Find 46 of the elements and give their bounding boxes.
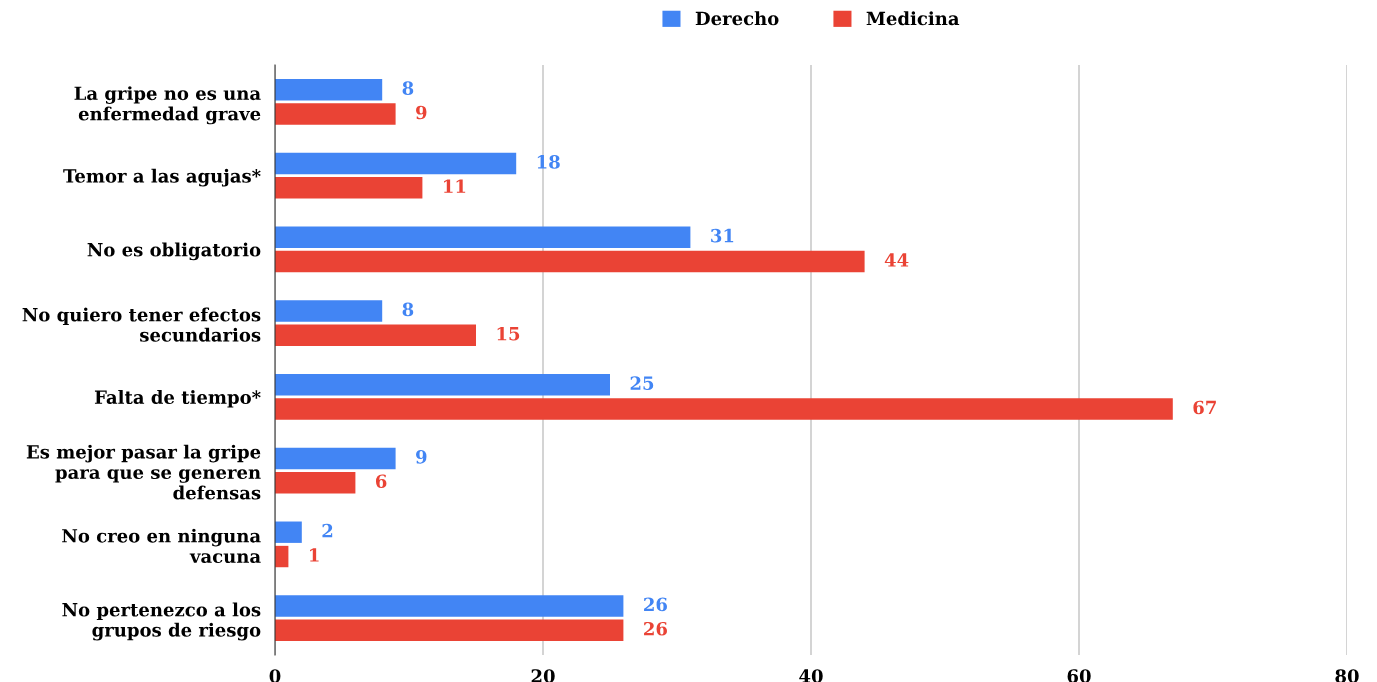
bar — [275, 324, 476, 346]
data-label: 26 — [644, 621, 667, 636]
bar — [275, 595, 624, 617]
data-label: 31 — [711, 228, 734, 243]
bar — [275, 226, 691, 248]
data-label: 2 — [322, 523, 333, 538]
bar — [275, 447, 396, 470]
y-tick-label: No pertenezco a los grupos de riesgo — [62, 602, 261, 641]
data-label: 11 — [444, 179, 466, 193]
y-tick-label: No creo en ninguna vacuna — [62, 528, 261, 564]
data-label: 9 — [416, 450, 427, 464]
x-tick-label: 80 — [1335, 669, 1359, 682]
bar — [275, 250, 865, 273]
data-label: 15 — [497, 326, 520, 341]
y-tick-label: Temor a las agujas* — [63, 168, 261, 187]
legend-label: Medicina — [866, 11, 960, 26]
bar — [275, 103, 396, 125]
data-label: 1 — [310, 548, 319, 562]
bar — [275, 300, 383, 322]
x-tick-label: 60 — [1067, 669, 1091, 682]
data-label: 25 — [630, 376, 654, 390]
legend-label: Derecho — [695, 11, 779, 26]
data-label: 9 — [416, 105, 427, 120]
data-label: 44 — [884, 253, 909, 267]
data-label: 6 — [375, 474, 387, 489]
data-label: 8 — [402, 81, 414, 95]
y-tick-label: No quiero tener efectos secundarios — [22, 307, 261, 342]
bar — [275, 619, 624, 641]
bar — [275, 79, 383, 101]
data-label: 18 — [537, 155, 560, 169]
x-tick-label: 40 — [799, 669, 823, 682]
data-label: 26 — [644, 597, 667, 612]
bar — [275, 177, 423, 199]
bar — [275, 472, 356, 494]
bar — [275, 521, 302, 543]
y-tick-label: Es mejor pasar la gripe para que se generen defensas — [26, 444, 261, 500]
y-tick-label: Falta de tiempo* — [94, 390, 261, 408]
y-tick-label: La gripe no es una enfermedad grave — [74, 86, 261, 125]
x-tick-label: 20 — [531, 669, 555, 682]
data-label: 67 — [1193, 400, 1216, 415]
bar — [275, 374, 610, 396]
x-tick-label: 0 — [269, 669, 281, 682]
y-tick-label: No es obligatorio — [87, 242, 261, 261]
bar — [275, 152, 517, 175]
bar — [275, 398, 1173, 420]
data-label: 8 — [402, 302, 414, 317]
